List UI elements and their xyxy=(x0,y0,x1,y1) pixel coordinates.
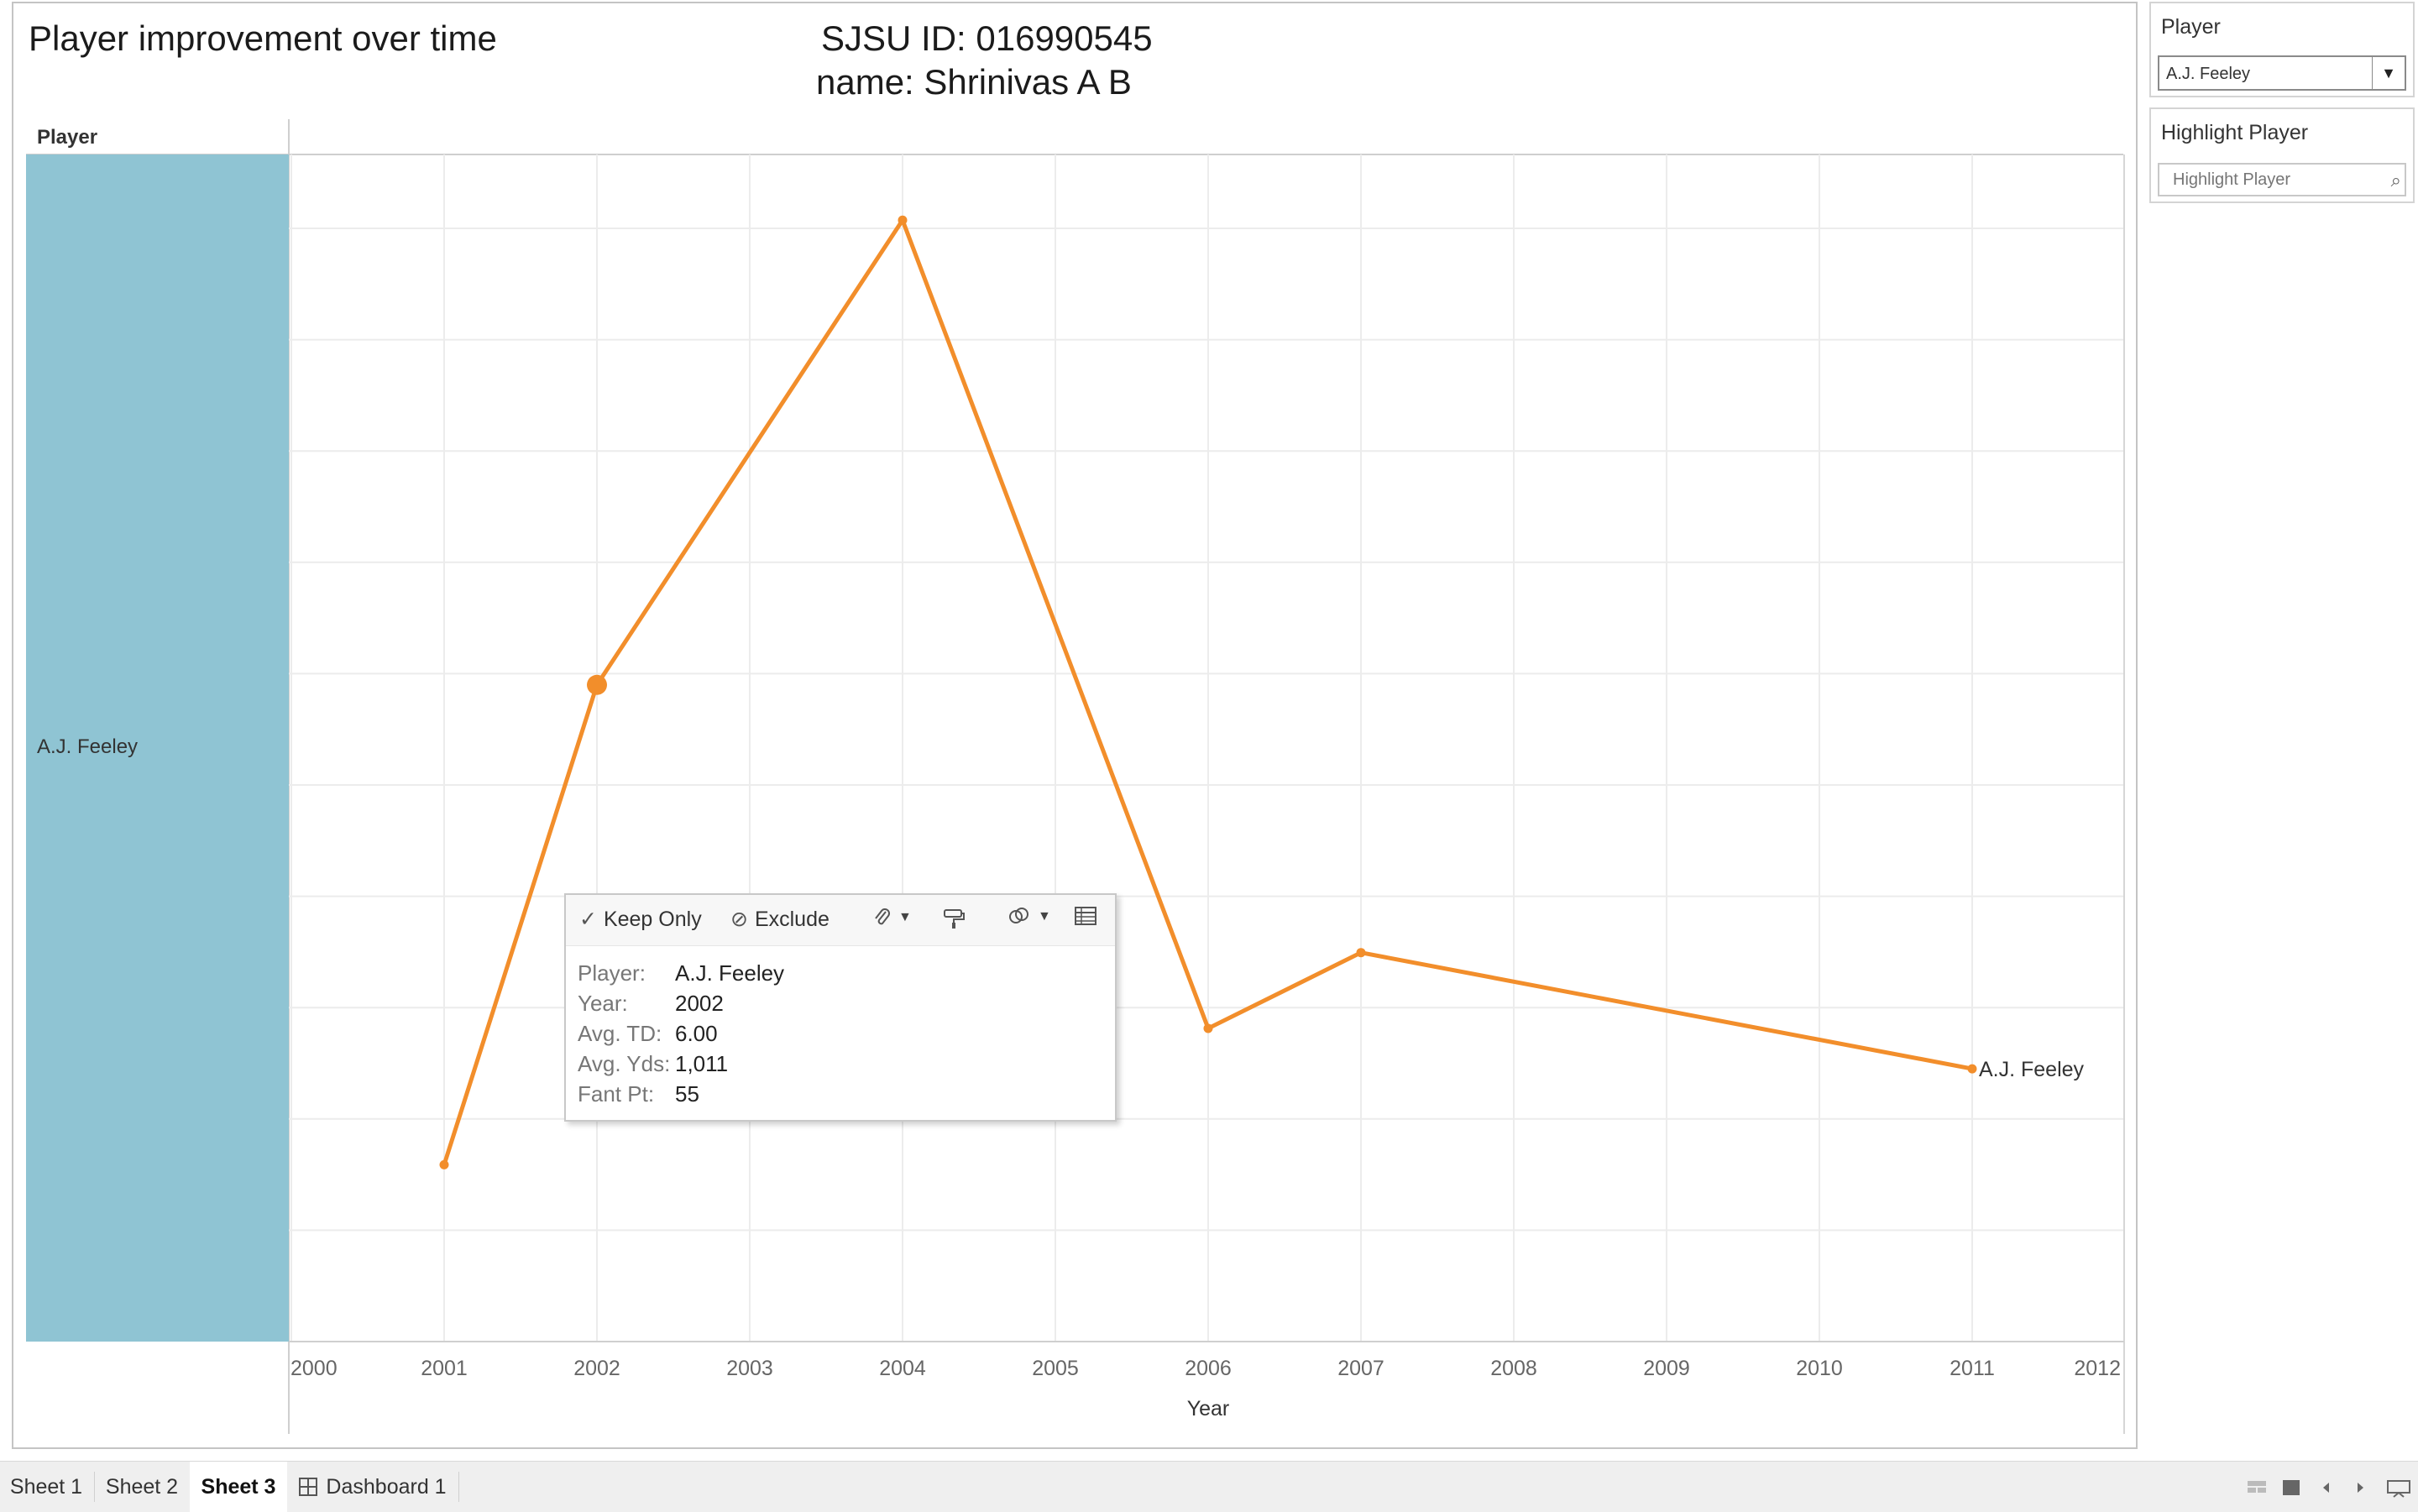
sjsu-id-caption: SJSU ID: 016990545 xyxy=(821,18,1153,58)
data-point[interactable] xyxy=(439,1159,449,1169)
tooltip-toolbar: ✓ Keep Only ⊘ Exclude ▼ xyxy=(566,895,1115,946)
x-axis-title: Year xyxy=(1187,1397,1230,1420)
tooltip-key: Year: xyxy=(578,991,628,1016)
sheet-title: Player improvement over time xyxy=(29,18,497,58)
presentation-mode-icon[interactable] xyxy=(2386,1479,2411,1503)
x-tick-label: 2008 xyxy=(1490,1357,1537,1380)
x-tick-label: 2005 xyxy=(1032,1357,1079,1380)
highlight-filter-title: Highlight Player xyxy=(2161,121,2309,144)
tooltip-value: A.J. Feeley xyxy=(675,960,785,986)
pane-divider xyxy=(288,119,290,1343)
exclude-icon: ⊘ xyxy=(730,908,748,931)
show-sheets-icon[interactable] xyxy=(2247,1479,2267,1499)
x-axis-ticks: 2000 2001 2002 2003 2004 2005 2006 2007 2008 2009… xyxy=(290,1357,2121,1380)
view-data-button[interactable] xyxy=(1075,907,1096,925)
tooltip-key: Avg. Yds: xyxy=(578,1051,671,1076)
line-chart[interactable]: 2000 2001 2002 2003 2004 2005 2006 2007 2008 2009… xyxy=(0,0,2418,1461)
student-name-caption: name: Shrinivas A B xyxy=(816,62,1132,102)
dashboard-grid-icon xyxy=(299,1478,318,1496)
search-icon: ⌕ xyxy=(2390,170,2401,191)
keep-only-button[interactable]: ✓ Keep Only xyxy=(579,907,702,932)
tooltip-key: Fant Pt: xyxy=(578,1081,655,1107)
x-tick-label: 2012 xyxy=(2074,1357,2121,1380)
exclude-label: Exclude xyxy=(754,907,830,931)
group-members-button[interactable]: ▼ xyxy=(873,907,912,929)
series-end-label: A.J. Feeley xyxy=(1979,1058,2085,1081)
player-filter-value: A.J. Feeley xyxy=(2166,65,2251,83)
paint-roller-icon xyxy=(944,909,965,929)
x-tick-label: 2002 xyxy=(573,1357,620,1380)
x-tick-label: 2001 xyxy=(421,1357,468,1380)
sets-button[interactable]: ▼ xyxy=(1008,907,1051,927)
exclude-button[interactable]: ⊘ Exclude xyxy=(730,907,830,932)
sheet-tab-bar: Sheet 1 Sheet 2 Sheet 3 Dashboard 1 xyxy=(0,1461,2418,1512)
tooltip-value: 1,011 xyxy=(675,1051,729,1076)
chevron-down-icon: ▼ xyxy=(898,910,912,924)
data-point[interactable] xyxy=(1967,1064,1977,1074)
x-tick-label: 2011 xyxy=(1950,1357,1995,1380)
player-filter-card: Player A.J. Feeley ▼ xyxy=(2149,2,2415,97)
chart-series xyxy=(439,215,1977,1169)
tooltip-row-fant-pt: Fant Pt: 55 xyxy=(578,1081,699,1107)
x-tick-label: 2009 xyxy=(1643,1357,1690,1380)
row-label-player[interactable]: A.J. Feeley xyxy=(37,735,139,758)
tooltip-key: Avg. TD: xyxy=(578,1021,662,1046)
tab-sheet-1[interactable]: Sheet 1 xyxy=(9,1474,83,1499)
highlight-filter-card: Highlight Player ⌕ xyxy=(2149,107,2415,203)
tooltip-row-avg-yds: Avg. Yds: 1,011 xyxy=(578,1051,728,1077)
highlight-player-input[interactable] xyxy=(2158,163,2406,196)
series-line[interactable] xyxy=(442,217,1973,1166)
tab-dashboard-1-label: Dashboard 1 xyxy=(326,1474,447,1499)
chevron-down-icon[interactable]: ▼ xyxy=(2372,57,2405,89)
tooltip-row-player: Player: A.J. Feeley xyxy=(578,960,784,986)
x-tick-label: 2006 xyxy=(1185,1357,1232,1380)
tab-sheet-3[interactable]: Sheet 3 xyxy=(190,1462,287,1512)
player-filter-dropdown[interactable]: A.J. Feeley ▼ xyxy=(2158,55,2406,91)
tooltip-row-year: Year: 2002 xyxy=(578,991,724,1017)
data-point-selected[interactable] xyxy=(587,674,607,695)
next-sheet-icon[interactable] xyxy=(2356,1479,2366,1501)
view-data-icon xyxy=(1075,907,1096,925)
tooltip-value: 2002 xyxy=(675,991,724,1016)
data-point[interactable] xyxy=(898,215,908,225)
tooltip-row-avg-td: Avg. TD: 6.00 xyxy=(578,1021,718,1047)
header-divider xyxy=(26,154,2123,155)
tooltip-value: 6.00 xyxy=(675,1021,718,1046)
tab-divider xyxy=(458,1472,459,1502)
tooltip-key: Player: xyxy=(578,960,646,986)
row-header-cell[interactable] xyxy=(26,154,289,1342)
tab-sheet-2[interactable]: Sheet 2 xyxy=(105,1474,179,1499)
keep-only-label: Keep Only xyxy=(603,907,702,931)
row-header-player[interactable]: Player xyxy=(37,126,98,149)
x-tick-label: 2010 xyxy=(1796,1357,1843,1380)
chart-gridlines xyxy=(288,154,2125,1434)
sets-icon xyxy=(1009,908,1028,923)
format-button[interactable] xyxy=(942,907,966,930)
tab-divider xyxy=(94,1472,95,1502)
player-filter-title: Player xyxy=(2161,15,2221,39)
check-icon: ✓ xyxy=(579,908,597,931)
previous-sheet-icon[interactable] xyxy=(2321,1479,2331,1501)
tooltip: ✓ Keep Only ⊘ Exclude ▼ xyxy=(564,893,1117,1122)
data-point[interactable] xyxy=(1356,948,1366,958)
chevron-down-icon: ▼ xyxy=(1038,909,1051,923)
show-filmstrip-icon[interactable] xyxy=(2282,1479,2300,1501)
data-point[interactable] xyxy=(1203,1023,1213,1033)
sheet-frame xyxy=(12,2,2138,1449)
x-tick-label: 2003 xyxy=(726,1357,773,1380)
tooltip-value: 55 xyxy=(675,1081,699,1107)
x-tick-label: 2007 xyxy=(1337,1357,1384,1380)
x-tick-label: 2000 xyxy=(290,1357,338,1380)
x-tick-label: 2004 xyxy=(879,1357,926,1380)
tab-dashboard-1[interactable]: Dashboard 1 xyxy=(289,1462,457,1512)
paperclip-icon xyxy=(875,908,890,925)
